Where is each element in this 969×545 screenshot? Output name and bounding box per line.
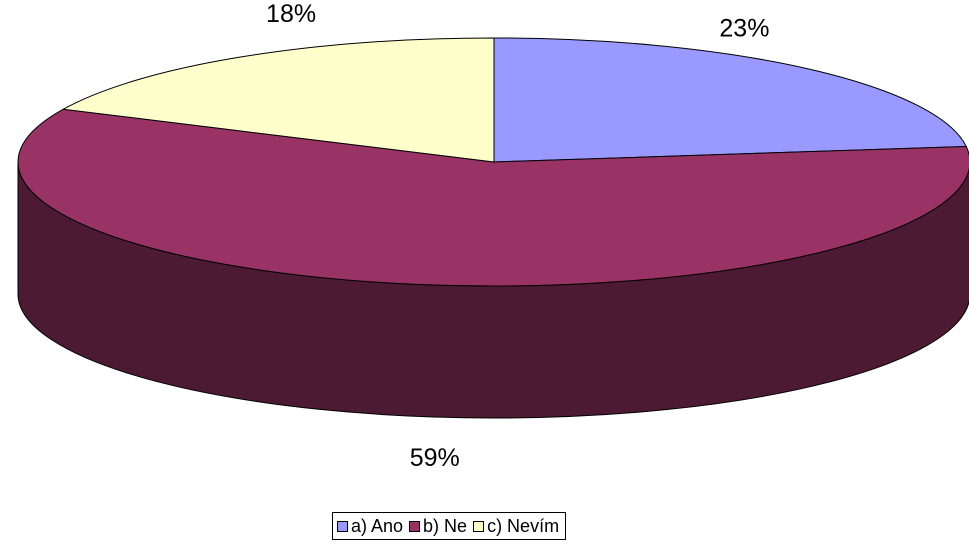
legend-swatch-ne bbox=[409, 520, 421, 532]
legend-label-nevim: c) Nevím bbox=[487, 515, 560, 536]
data-label-nevim: 18% bbox=[266, 0, 316, 28]
legend-swatch-ano bbox=[337, 520, 348, 532]
data-label-ne: 59% bbox=[410, 444, 460, 472]
pie-slice-nevim bbox=[62, 37, 495, 163]
pie-slice-ano bbox=[493, 37, 967, 163]
legend-item-nevim: c) Nevím bbox=[473, 516, 559, 537]
legend-label-ne: b) Ne bbox=[423, 515, 468, 536]
pie-slice-ne bbox=[17, 108, 969, 287]
legend-item-ne: b) Ne bbox=[409, 516, 467, 537]
legend-swatch-nevim bbox=[473, 520, 485, 532]
data-labels: 23% 59% 18% bbox=[266, 0, 769, 472]
legend-item-ano: a) Ano bbox=[337, 516, 403, 537]
data-label-ano: 23% bbox=[719, 14, 769, 42]
legend-label-ano: a) Ano bbox=[351, 515, 404, 536]
legend: a) Ano b) Ne c) Nevím bbox=[332, 512, 567, 540]
pie-tops bbox=[17, 37, 969, 287]
